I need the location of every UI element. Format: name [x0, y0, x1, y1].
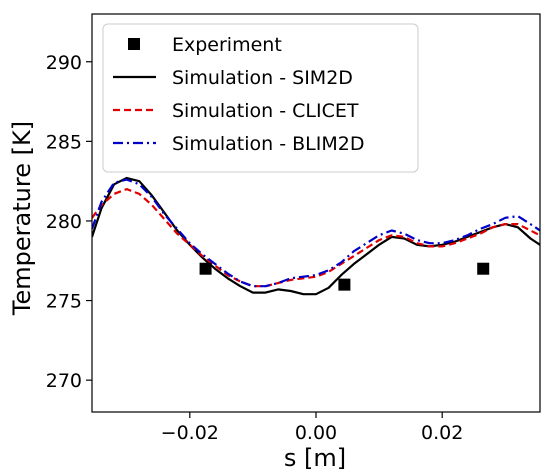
- y-tick-label: 285: [46, 131, 82, 153]
- plot-area: [92, 176, 540, 296]
- y-tick-label: 280: [46, 211, 82, 233]
- legend: Experiment Simulation - SIM2D Simulation -…: [102, 23, 419, 173]
- legend-marker-square: [128, 38, 140, 50]
- x-tick-label: −0.02: [161, 422, 219, 444]
- series-line-4: [92, 178, 540, 288]
- legend-entry-label: Simulation - BLIM2D: [172, 133, 364, 155]
- legend-box: [102, 23, 419, 173]
- experiment-point-3: [477, 262, 490, 275]
- experiment-point-2: [338, 278, 351, 291]
- series-line-2: [92, 176, 540, 296]
- legend-entry-label: Experiment: [172, 34, 282, 56]
- y-axis-label: Temperature [K]: [8, 121, 36, 316]
- experiment-point-1: [199, 262, 212, 275]
- y-tick-label: 270: [46, 370, 82, 392]
- x-tick-label: 0.02: [421, 422, 463, 444]
- y-tick-label: 290: [46, 52, 82, 74]
- y-tick-label: 275: [46, 291, 82, 313]
- legend-entry-label: Simulation - SIM2D: [172, 67, 353, 89]
- x-tick-label: 0.00: [295, 422, 337, 444]
- legend-entry-label: Simulation - CLICET: [172, 100, 359, 122]
- series-line-3: [92, 188, 540, 288]
- x-axis-label: s [m]: [284, 444, 346, 472]
- axes: −0.02 0.00 0.02 270 275 280 285 290: [46, 13, 541, 444]
